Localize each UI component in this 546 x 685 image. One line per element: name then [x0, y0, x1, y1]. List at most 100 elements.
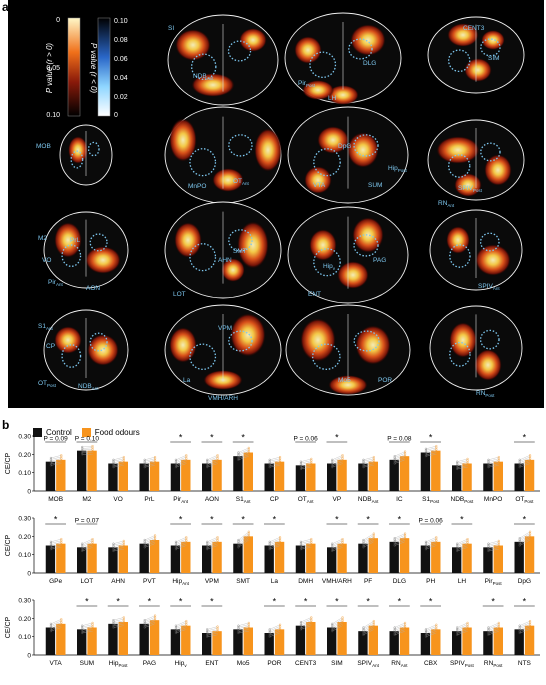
food-sample-point [91, 621, 94, 624]
paired-sample-line [519, 538, 531, 545]
paired-sample-line [457, 545, 468, 550]
bar-food-odours [212, 631, 222, 655]
category-label-subscript: Ant [181, 499, 189, 504]
paired-sample-line [425, 542, 437, 547]
paired-sample-line [113, 548, 124, 552]
paired-sample-line [394, 453, 406, 458]
control-sample-point [81, 631, 84, 635]
food-sample-point [185, 536, 188, 539]
bar-food-odours [274, 629, 285, 655]
control-sample-point [268, 461, 271, 464]
control-sample-point [331, 625, 334, 628]
paired-sample-line [144, 463, 156, 466]
food-sample-point [216, 454, 219, 457]
atlas-label: RNAnt [438, 200, 455, 208]
control-sample-point [518, 463, 521, 466]
control-sample-point [362, 540, 365, 543]
paired-sample-line [113, 465, 124, 468]
paired-sample-line [144, 622, 156, 627]
atlas-label: RNPost [476, 390, 495, 398]
paired-sample-line [207, 542, 218, 547]
food-sample-point [341, 538, 344, 541]
significance-annotation: * [523, 433, 527, 443]
paired-sample-line [175, 538, 187, 544]
paired-sample-line [519, 539, 531, 546]
control-sample-point [206, 466, 209, 469]
control-sample-point [206, 460, 209, 463]
control-sample-point [112, 549, 115, 553]
control-sample-point [487, 544, 490, 547]
control-sample-point [237, 624, 240, 627]
food-sample-point [247, 530, 250, 533]
control-sample-point [81, 547, 84, 550]
control-sample-point [206, 545, 209, 548]
paired-sample-line [238, 630, 249, 634]
paired-sample-line [50, 456, 62, 460]
significance-annotation: * [179, 433, 183, 443]
paired-sample-line [269, 627, 281, 633]
control-sample-point [49, 622, 52, 625]
control-sample-point [174, 466, 177, 469]
category-label: CENT3 [295, 660, 317, 667]
paired-sample-line [113, 617, 124, 621]
control-sample-point [362, 629, 365, 632]
category-label: POR [267, 660, 281, 667]
control-sample-point [206, 628, 209, 631]
control-sample-point [299, 628, 302, 631]
paired-sample-line [207, 460, 218, 465]
activation-blob [68, 136, 88, 164]
food-sample-point [435, 445, 438, 448]
roi-outline [190, 53, 217, 81]
paired-sample-line [519, 625, 531, 631]
control-sample-point [299, 548, 302, 551]
y-tick-label: 0 [27, 653, 31, 660]
bar-control [420, 545, 431, 573]
paired-sample-line [113, 623, 124, 627]
paired-sample-line [113, 463, 124, 466]
food-sample-point [278, 456, 282, 459]
paired-sample-line [332, 461, 343, 466]
paired-sample-line [207, 628, 218, 631]
bar-food-odours [56, 459, 66, 491]
category-label: SUM [80, 660, 94, 667]
significance-annotation: * [460, 515, 464, 525]
paired-sample-line [144, 617, 156, 622]
control-sample-point [49, 628, 52, 631]
paired-sample-line [394, 536, 406, 542]
control-sample-point [518, 541, 521, 544]
control-sample-point [268, 460, 271, 463]
activation-blob [169, 327, 197, 363]
paired-sample-line [175, 455, 187, 460]
bar-food-odours [368, 538, 378, 573]
control-sample-point [206, 542, 209, 545]
control-sample-point [237, 538, 240, 542]
paired-sample-line [425, 447, 437, 451]
control-sample-point [362, 543, 365, 546]
control-sample-point [299, 460, 302, 463]
control-sample-point [362, 544, 365, 547]
activation-blob [484, 154, 512, 186]
control-sample-point [143, 458, 146, 461]
paired-sample-line [175, 543, 187, 548]
control-sample-point [456, 548, 459, 551]
control-sample-point [487, 633, 490, 636]
roi-outline [61, 344, 82, 368]
activation-blob [328, 375, 368, 395]
bar-control [514, 629, 524, 655]
control-sample-point [424, 632, 427, 635]
paired-sample-line [332, 460, 343, 465]
control-sample-point [112, 463, 115, 466]
paired-sample-line [363, 624, 374, 631]
paired-sample-line [394, 626, 406, 631]
control-sample-point [206, 546, 209, 549]
paired-sample-line [207, 538, 218, 544]
paired-sample-line [300, 538, 312, 543]
control-sample-point [393, 542, 396, 546]
paired-sample-line [113, 458, 124, 462]
control-sample-point [456, 630, 459, 633]
control-sample-point [487, 549, 490, 553]
roi-outline [449, 341, 471, 367]
bar-control [483, 631, 493, 655]
control-sample-point [174, 540, 177, 543]
roi-outline [449, 244, 471, 268]
